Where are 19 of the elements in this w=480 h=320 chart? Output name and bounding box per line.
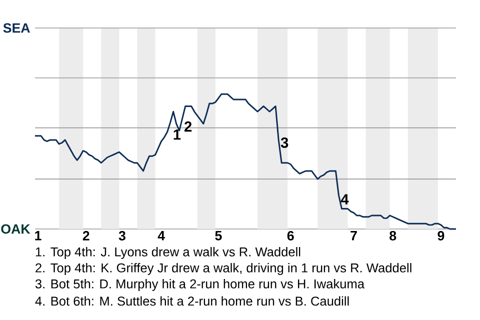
text: OAK	[1, 224, 30, 234]
text: 3. Bot 5th: D. Murphy hit a 2-run home run vs H. Iwakuma	[35, 279, 365, 291]
x-tick-label: 7	[350, 231, 357, 240]
annotation: 1	[174, 130, 181, 140]
x-tick-label: 6	[287, 231, 294, 240]
text: 2. Top 4th: K. Griffey Jr drew a walk, driving in 1 run vs R. Waddell	[36, 263, 412, 275]
text: 1. Top 4th: J. Lyons drew a walk vs R. Waddell	[36, 247, 300, 259]
x-tick-label: 4	[158, 231, 165, 240]
x-tick-label: 1	[35, 231, 42, 240]
x-tick-label: 2	[82, 231, 90, 240]
annotation: 4	[340, 194, 349, 204]
x-tick-label: 3	[118, 231, 126, 240]
x-tick-label: 8	[390, 231, 396, 240]
text: SEA	[3, 23, 30, 33]
annotation: 3	[280, 137, 288, 148]
text: 4. Bot 6th: M. Suttles hit a 2-run home run vs B. Caudill	[35, 296, 349, 306]
x-tick-label: 9	[438, 231, 444, 240]
x-tick-label: 5	[215, 231, 222, 240]
annotation: 2	[184, 121, 192, 132]
